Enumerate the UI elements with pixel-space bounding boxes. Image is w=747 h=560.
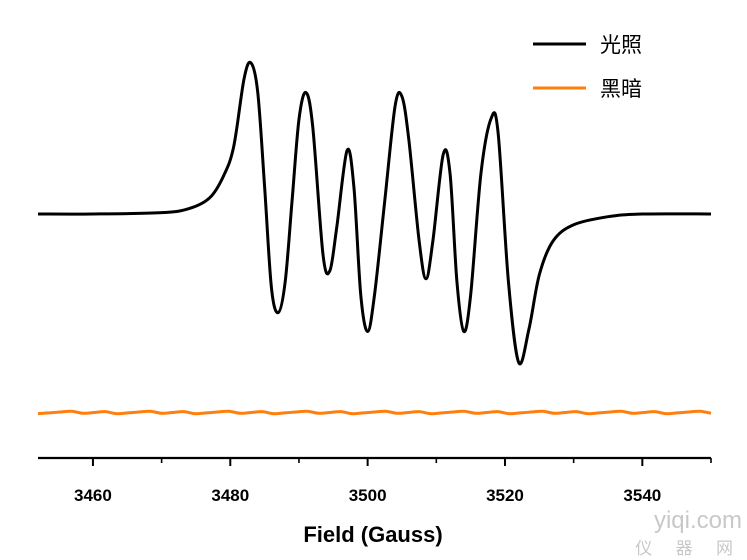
- watermark: yiqi.com 仪 器 网: [635, 507, 742, 559]
- series-line-2: [37, 409, 712, 416]
- x-axis-title: Field (Gauss): [303, 522, 442, 547]
- x-tick-label-3500: 3500: [349, 486, 387, 505]
- series-line-1: [37, 60, 712, 366]
- x-tick-label-3460: 3460: [74, 486, 112, 505]
- x-tick-label-3480: 3480: [211, 486, 249, 505]
- x-axis-ticks: 3460 3480 3500 3520 3540: [74, 458, 712, 505]
- x-tick-label-3520: 3520: [486, 486, 524, 505]
- watermark-line2: 仪 器 网: [635, 539, 742, 559]
- plot-area: 3460 3480 3500 3520 3540: [37, 60, 712, 505]
- watermark-line1: yiqi.com: [654, 507, 742, 534]
- series-layer: [37, 60, 712, 416]
- legend-item-2: 黑暗: [533, 77, 642, 101]
- legend-label-2: 黑暗: [600, 77, 642, 101]
- x-tick-label-3540: 3540: [623, 486, 661, 505]
- legend-label-1: 光照: [600, 33, 642, 57]
- legend-item-1: 光照: [533, 33, 642, 57]
- legend: 光照 黑暗: [533, 33, 642, 101]
